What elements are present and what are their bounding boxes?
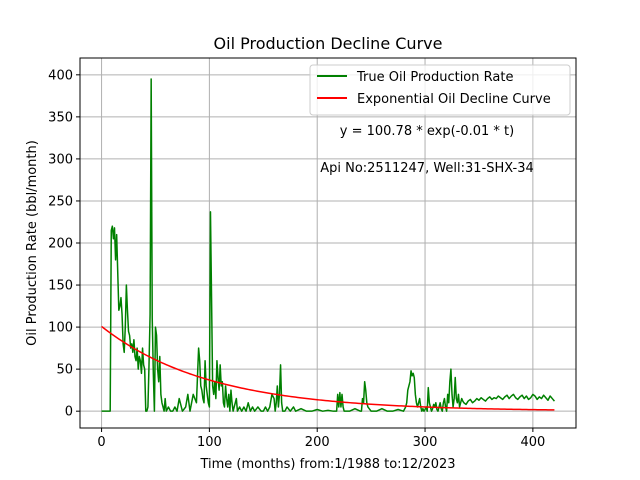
- y-tick-label: 300: [48, 152, 73, 167]
- y-tick-label: 350: [48, 110, 73, 125]
- series-line-exponential-decline-curve: [101, 325, 555, 411]
- series-layer: [101, 78, 556, 412]
- x-tick-label: 300: [413, 435, 438, 450]
- y-tick-label: 200: [48, 237, 73, 252]
- legend-label-decline-curve: Exponential Oil Decline Curve: [357, 92, 551, 107]
- axis-ticks: 0 100 200 300 400 0 50 100 150 200 250 300 350 400: [48, 68, 545, 450]
- y-tick-label: 150: [48, 279, 73, 294]
- legend-label-true-rate: True Oil Production Rate: [356, 70, 513, 85]
- legend: True Oil Production Rate Exponential Oil…: [309, 64, 571, 116]
- x-tick-label: 0: [97, 435, 105, 450]
- x-tick-label: 200: [305, 435, 330, 450]
- legend-box: [309, 64, 571, 116]
- y-tick-label: 50: [56, 363, 73, 378]
- well-annotation: Api No:2511247, Well:31-SHX-34: [320, 161, 534, 176]
- x-axis-label: Time (months) from:1/1988 to:12/2023: [199, 457, 455, 472]
- grid: [80, 58, 576, 428]
- y-tick-label: 400: [48, 68, 73, 83]
- y-tick-label: 250: [48, 194, 73, 209]
- y-tick-label: 100: [48, 321, 73, 336]
- y-axis-label: Oil Production Rate (bbl/month): [25, 140, 40, 346]
- equation-annotation: y = 100.78 * exp(-0.01 * t): [340, 124, 514, 139]
- series-line-true-oil-production-rate: [101, 78, 556, 412]
- y-tick-label: 0: [65, 405, 73, 420]
- chart-title: Oil Production Decline Curve: [214, 34, 443, 53]
- x-tick-label: 400: [520, 435, 545, 450]
- x-tick-label: 100: [197, 435, 222, 450]
